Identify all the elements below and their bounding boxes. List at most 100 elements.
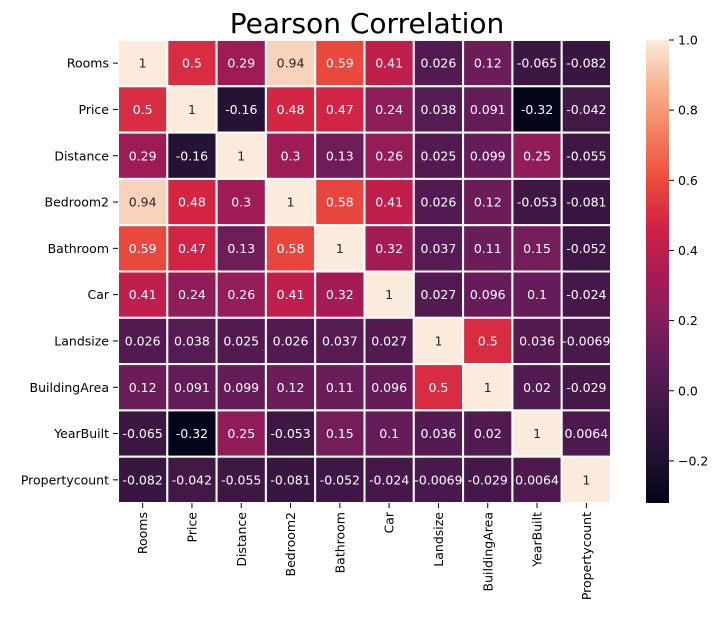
cell-value-label: 0.038 <box>174 333 210 348</box>
cell-value-label: 1 <box>188 102 196 117</box>
cell-value-label: -0.052 <box>566 241 606 256</box>
cell-value-label: 0.5 <box>429 380 449 395</box>
heatmap-cell <box>363 270 415 319</box>
cell-value-label: -0.042 <box>172 472 212 487</box>
heatmap-cell <box>511 363 563 412</box>
heatmap-cell <box>462 316 514 366</box>
heatmap-cell <box>363 316 415 366</box>
colorbar-tick-label: 0.6 <box>678 173 698 188</box>
cell-value-label: -0.32 <box>176 426 208 441</box>
cell-value-label: 0.29 <box>129 148 157 163</box>
heatmap-cell <box>314 224 366 273</box>
cell-value-label: 0.41 <box>375 56 403 71</box>
heatmap-cell <box>215 270 267 319</box>
cell-value-label: 1 <box>385 287 393 302</box>
heatmap-cell <box>462 363 514 412</box>
y-tick-label: BuildingArea <box>30 380 109 395</box>
y-tick-label: YearBuilt <box>53 426 109 441</box>
cell-value-label: -0.065 <box>123 426 163 441</box>
cell-value-label: 0.5 <box>133 102 153 117</box>
heatmap-cell <box>560 224 613 273</box>
cell-value-label: -0.055 <box>221 472 261 487</box>
heatmap-cell <box>462 455 514 505</box>
x-tick-label: Rooms <box>135 512 150 554</box>
cell-value-label: 0.24 <box>178 287 206 302</box>
cell-value-label: 0.47 <box>178 241 206 256</box>
y-tick-label: Price <box>79 102 110 117</box>
cell-value-label: -0.052 <box>320 472 360 487</box>
x-tick-label: Bathroom <box>332 512 347 573</box>
cell-value-label: 0.037 <box>322 333 358 348</box>
cell-value-label: -0.065 <box>517 56 557 71</box>
heatmap-cell <box>166 131 218 180</box>
cell-value-label: 0.59 <box>129 241 157 256</box>
heatmap-cell <box>511 131 563 180</box>
heatmap-cell <box>117 455 169 505</box>
cell-value-label: -0.082 <box>123 472 163 487</box>
cell-value-label: -0.024 <box>566 287 606 302</box>
cell-value-label: 0.096 <box>371 380 407 395</box>
cell-value-label: -0.053 <box>517 195 557 210</box>
cell-value-label: 0.26 <box>375 148 403 163</box>
cell-value-label: 0.94 <box>277 56 305 71</box>
heatmap-cell <box>166 363 218 412</box>
heatmap-cell <box>117 316 169 366</box>
cell-value-label: 0.11 <box>326 380 354 395</box>
cell-value-label: 0.036 <box>519 333 555 348</box>
y-tick-label: Bedroom2 <box>45 195 110 210</box>
heatmap-cell <box>215 131 267 180</box>
y-tick-label: Bathroom <box>48 241 109 256</box>
cell-value-label: 0.12 <box>474 56 502 71</box>
heatmap-cell <box>363 224 415 273</box>
heatmap-cell <box>412 85 465 134</box>
cell-value-label: 0.5 <box>182 56 202 71</box>
cell-value-label: 0.038 <box>421 102 457 117</box>
cell-value-label: 0.025 <box>421 148 457 163</box>
cell-value-label: 0.94 <box>129 195 157 210</box>
colorbar-tick-label: 0.2 <box>678 313 698 328</box>
cell-value-label: 0.091 <box>470 102 506 117</box>
cell-value-label: 0.1 <box>379 426 399 441</box>
heatmap-cell <box>511 409 563 458</box>
cell-value-label: 0.48 <box>178 195 206 210</box>
heatmap-cell <box>560 39 613 88</box>
colorbar: 1.0 0.8 0.6 0.4 0.2 0.0 −0.2 <box>646 33 708 503</box>
heatmap-cell <box>511 270 563 319</box>
y-axis-ticks: Rooms Price Distance Bedroom2 Bathroom Car Lan… <box>21 56 118 487</box>
cell-value-label: 0.096 <box>470 287 506 302</box>
heatmap-cell <box>166 409 218 458</box>
cell-value-label: 0.25 <box>227 426 255 441</box>
cell-value-label: -0.081 <box>270 472 310 487</box>
x-tick-label: Car <box>382 511 397 533</box>
heatmap-cell <box>117 270 169 319</box>
cell-value-label: -0.029 <box>566 380 606 395</box>
cell-value-label: 0.15 <box>326 426 354 441</box>
cell-value-label: 0.0064 <box>515 472 559 487</box>
colorbar-gradient <box>646 40 669 503</box>
heatmap-cell <box>314 270 366 319</box>
heatmap-cells: 1 0.5 0.29 0.94 0.59 0.41 0.026 0.12 -0.065 -0.08… <box>117 39 613 505</box>
cell-value-label: 1 <box>336 241 344 256</box>
cell-value-label: 0.13 <box>326 148 354 163</box>
heatmap-cell <box>412 177 465 227</box>
cell-value-label: 0.12 <box>277 380 305 395</box>
x-tick-label: Landsize <box>431 512 446 567</box>
heatmap-cell <box>412 316 465 366</box>
x-tick-label: Bedroom2 <box>283 512 298 577</box>
cell-value-label: 0.3 <box>231 195 251 210</box>
cell-value-label: 0.5 <box>478 333 498 348</box>
heatmap-cell <box>264 270 317 319</box>
cell-value-label: 1 <box>434 333 442 348</box>
heatmap-cell <box>314 409 366 458</box>
cell-value-label: 0.11 <box>474 241 502 256</box>
chart-title: Pearson Correlation <box>230 7 505 40</box>
cell-value-label: 1 <box>582 472 590 487</box>
heatmap-cell <box>511 85 563 134</box>
cell-value-label: 0.026 <box>273 333 309 348</box>
heatmap-cell <box>560 455 613 505</box>
cell-value-label: 0.12 <box>129 380 157 395</box>
y-tick-label: Distance <box>54 148 109 163</box>
y-tick-label: Rooms <box>67 56 109 71</box>
cell-value-label: -0.042 <box>566 102 606 117</box>
